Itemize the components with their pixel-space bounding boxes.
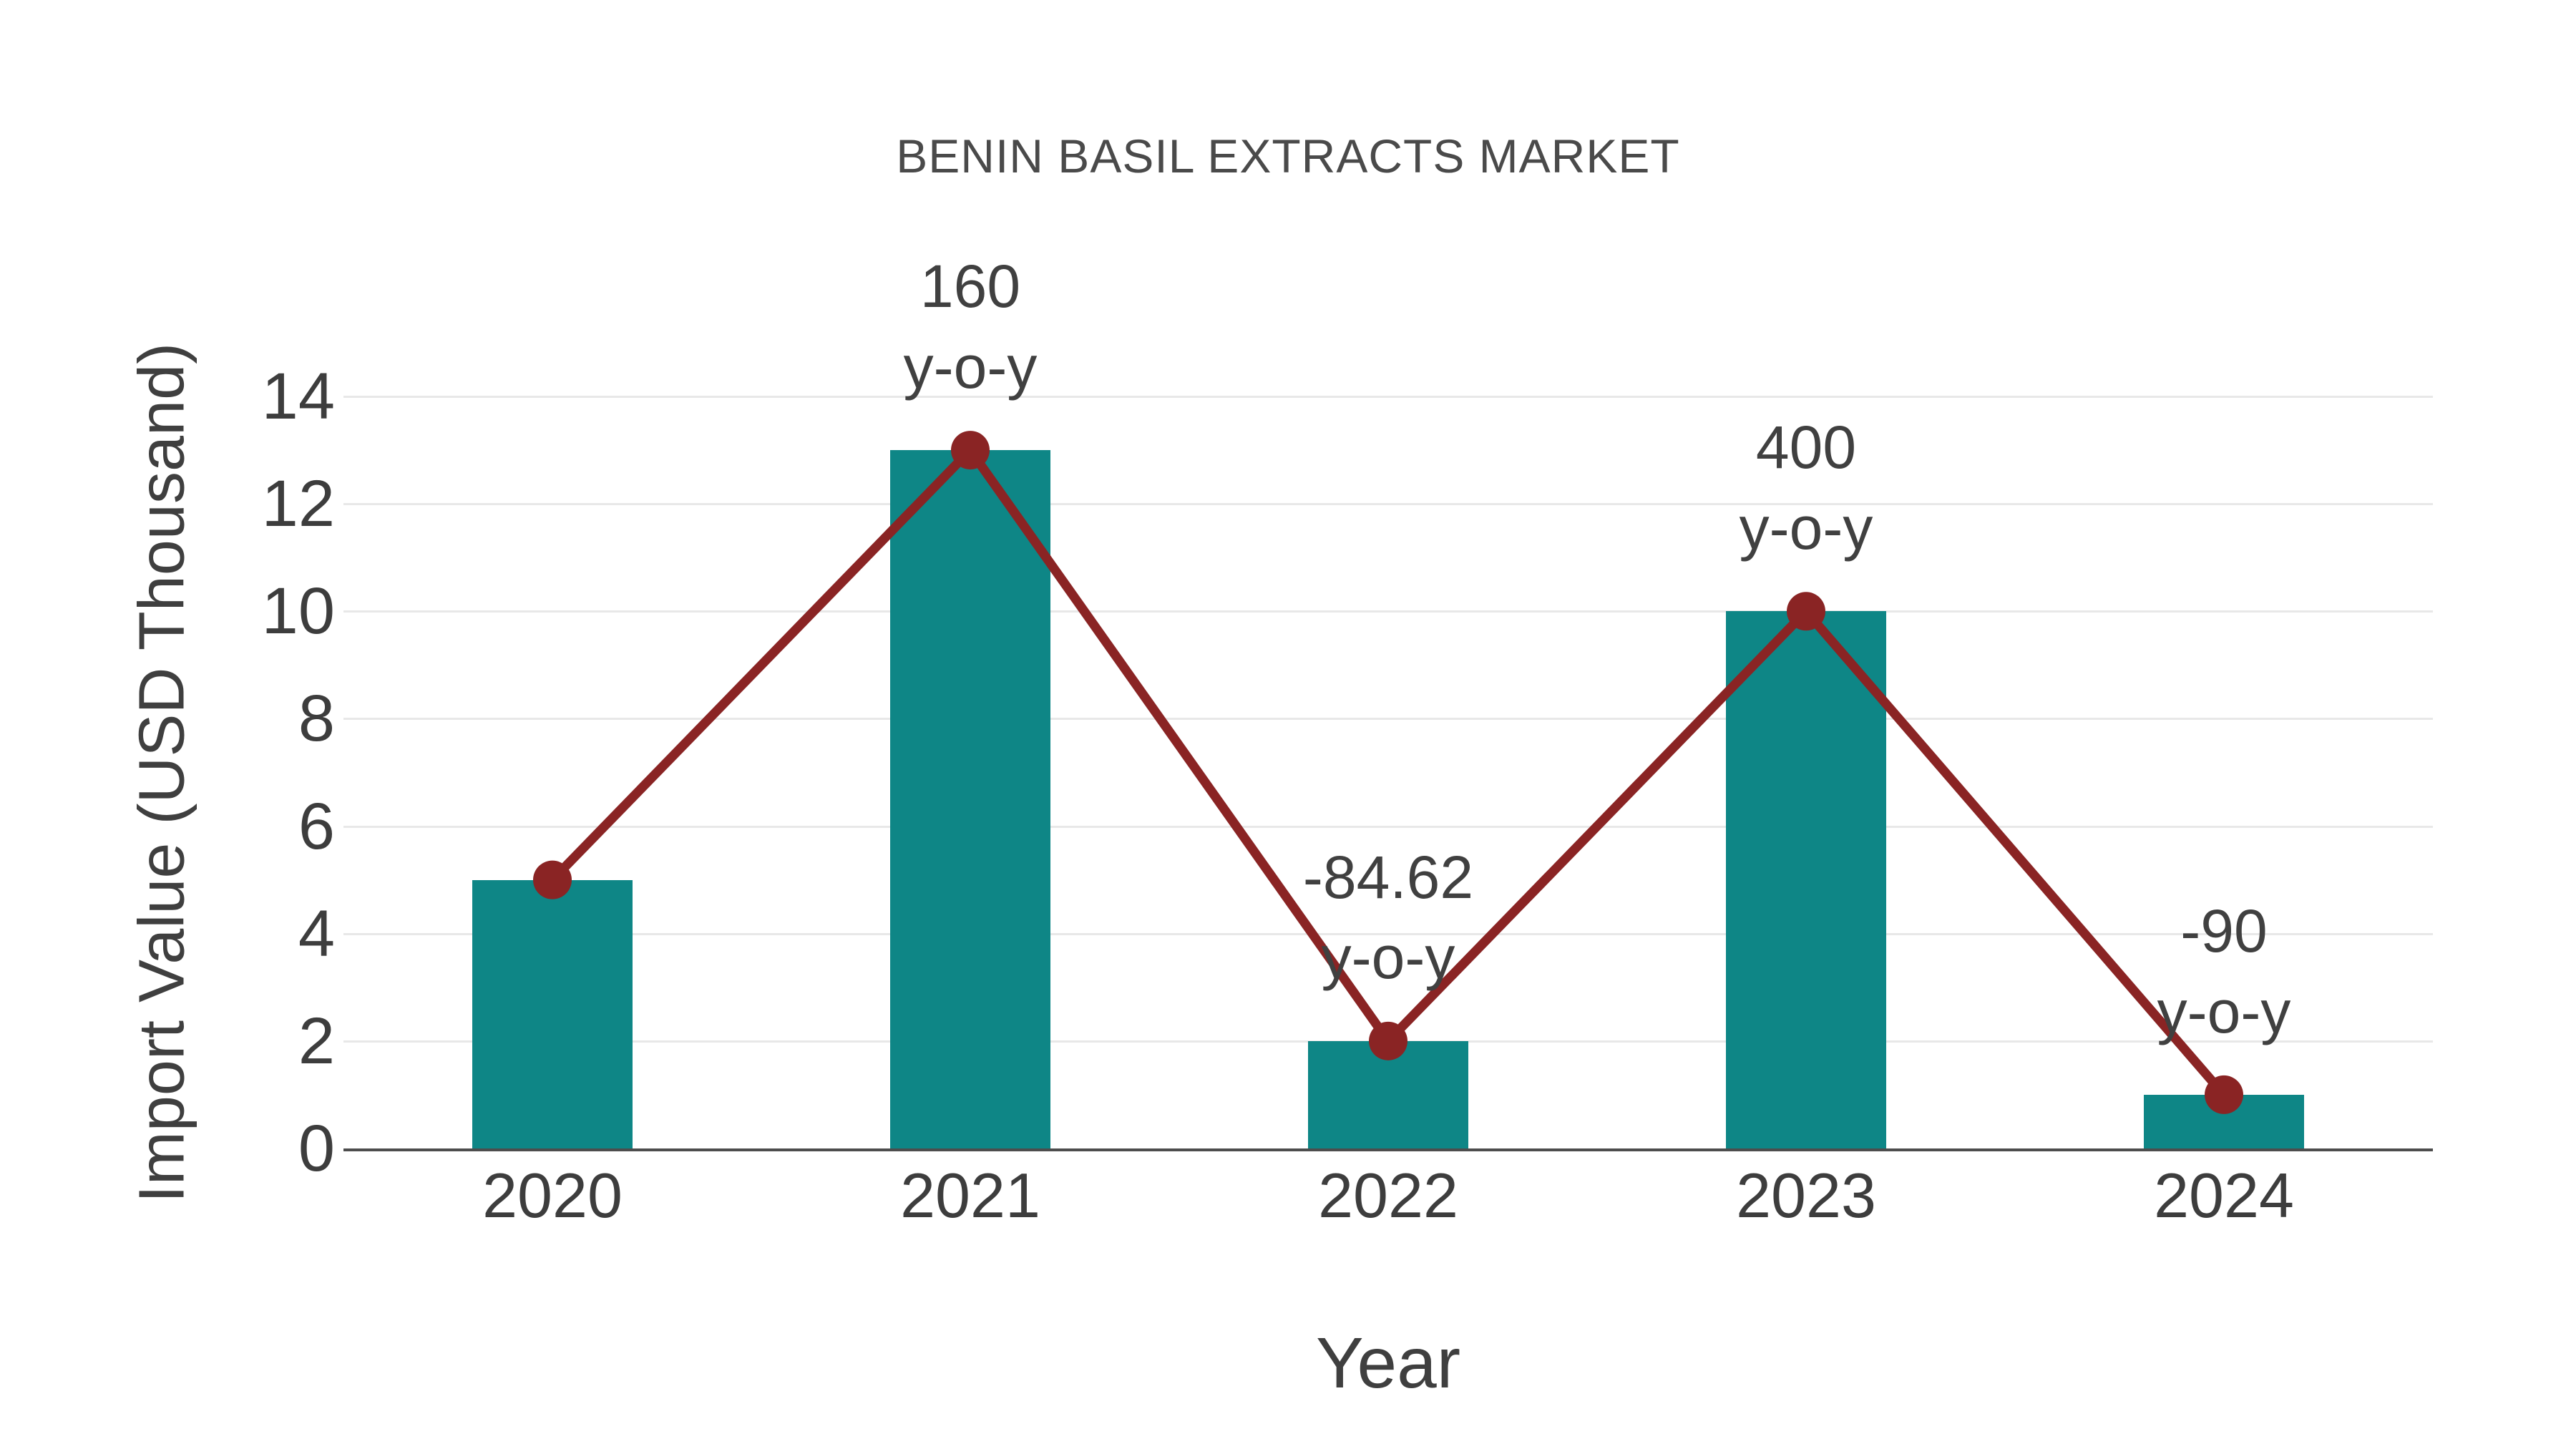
y-tick-label: 12: [261, 467, 335, 541]
y-gridline: [343, 610, 2433, 613]
y-tick-label: 14: [261, 360, 335, 433]
y-gridline: [343, 718, 2433, 721]
y-tick-label: 0: [298, 1112, 335, 1185]
annotation-2022-value: -84.62: [1302, 843, 1474, 911]
bar-2020: [472, 879, 633, 1148]
annotation-2021-label: y-o-y: [903, 333, 1038, 401]
x-axis-line: [343, 1148, 2433, 1151]
y-tick-label: 8: [298, 682, 335, 756]
x-tick-label-2023: 2023: [1736, 1160, 1876, 1231]
annotation-2024-label: y-o-y: [2157, 977, 2291, 1045]
annotation-2022-label: y-o-y: [1321, 924, 1455, 992]
bar-2021: [890, 450, 1050, 1148]
y-gridline: [343, 825, 2433, 828]
bar-2023: [1726, 611, 1886, 1148]
y-gridline: [343, 503, 2433, 506]
annotation-2024-value: -90: [2180, 897, 2268, 965]
y-tick-label: 6: [298, 789, 335, 863]
x-tick-label-2024: 2024: [2154, 1160, 2294, 1231]
annotation-2023-value: 400: [1755, 414, 1857, 482]
trend-line: [549, 442, 2228, 1098]
x-tick-label-2021: 2021: [900, 1160, 1040, 1231]
annotation-2023-label: y-o-y: [1739, 494, 1873, 562]
y-gridline: [343, 396, 2433, 398]
x-tick-label-2020: 2020: [482, 1160, 623, 1231]
x-tick-label-2022: 2022: [1318, 1160, 1458, 1231]
y-tick-label: 4: [298, 897, 335, 970]
y-tick-label: 2: [298, 1004, 335, 1078]
bar-2022: [1308, 1040, 1468, 1148]
bar-2024: [2144, 1094, 2304, 1148]
x-axis-title: Year: [1315, 1323, 1461, 1403]
chart-title: BENIN BASIL EXTRACTS MARKET: [896, 130, 1680, 182]
y-tick-label: 10: [261, 575, 335, 648]
annotation-2021-value: 160: [919, 253, 1021, 321]
